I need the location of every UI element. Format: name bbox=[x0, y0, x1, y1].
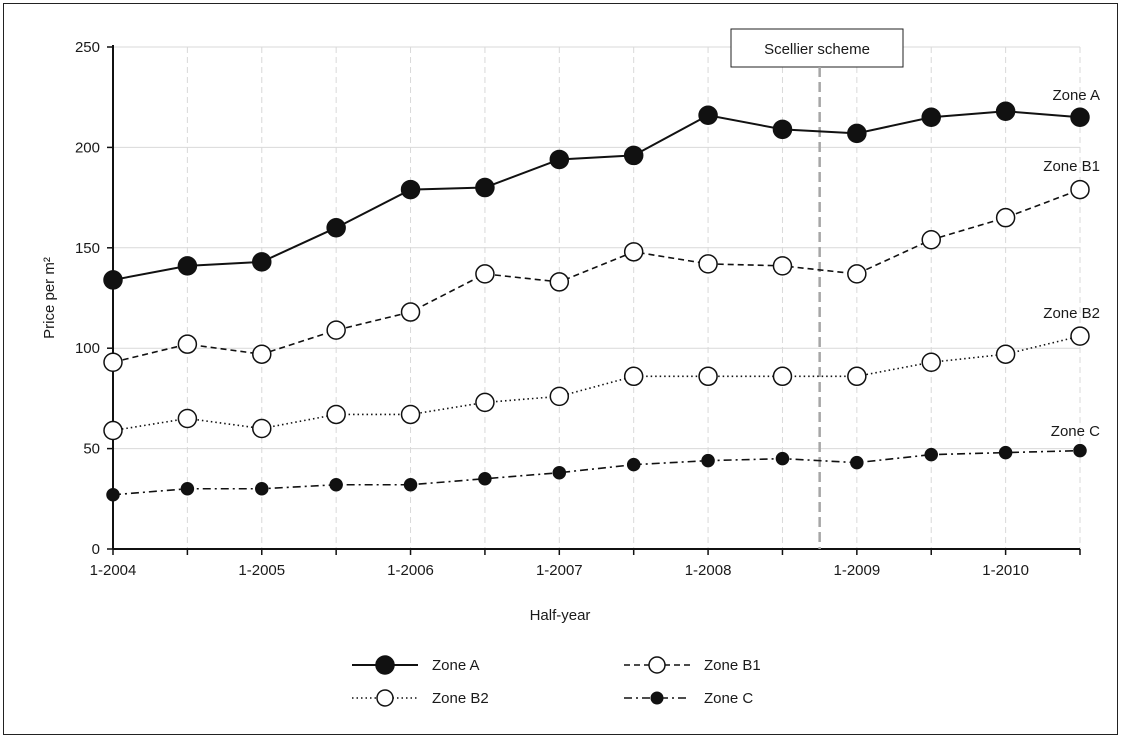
zone-b1-point bbox=[995, 207, 1016, 228]
zone-b2-point bbox=[847, 366, 867, 387]
zone-b1-end-label: Zone B1 bbox=[1043, 158, 1100, 175]
zone-a-series bbox=[103, 101, 1090, 290]
x-tick-label: 1-2005 bbox=[238, 562, 285, 579]
zone-b1-point bbox=[326, 320, 346, 340]
scellier-scheme-box bbox=[730, 28, 904, 68]
y-tick-label: 0 bbox=[92, 541, 100, 558]
zone-b1-point bbox=[475, 264, 495, 284]
zone-b2-point bbox=[698, 366, 718, 387]
zone-a-point bbox=[772, 119, 793, 140]
zone-c-point bbox=[329, 477, 343, 492]
zone-b2-point bbox=[995, 344, 1016, 364]
zone-a-point bbox=[326, 217, 346, 238]
x-tick-label: 1-2008 bbox=[685, 562, 732, 579]
zone-b1-point bbox=[252, 344, 272, 364]
zone-a-point bbox=[252, 252, 272, 272]
zone-b1-line bbox=[112, 188, 1081, 364]
y-tick-label: 50 bbox=[83, 441, 100, 458]
zone-b2-point bbox=[103, 420, 123, 441]
zone-b1-point bbox=[698, 254, 718, 274]
zone-b1-series bbox=[103, 179, 1090, 373]
zone-b2-point bbox=[623, 366, 644, 387]
zone-b1-point bbox=[400, 302, 421, 322]
zone-c-point bbox=[478, 471, 492, 486]
end-labels: Zone A Zone B1 Zone B2 Zone C bbox=[1043, 87, 1100, 440]
zone-b1-point bbox=[847, 264, 867, 284]
zone-b2-point bbox=[252, 418, 272, 439]
y-tick-label: 250 bbox=[75, 39, 100, 56]
legend-label-zone-c: Zone C bbox=[704, 690, 753, 707]
y-tick-label: 100 bbox=[75, 340, 100, 357]
zone-c-point bbox=[180, 482, 195, 496]
zone-b1-point bbox=[1070, 179, 1090, 200]
gridlines bbox=[113, 46, 1081, 549]
zone-c-point bbox=[701, 453, 715, 468]
x-tick-label: 1-2007 bbox=[536, 562, 583, 579]
zone-b2-point bbox=[1070, 326, 1090, 346]
zone-b2-point bbox=[772, 366, 793, 387]
zone-c-point bbox=[998, 445, 1013, 460]
x-tick-label: 1-2006 bbox=[387, 562, 434, 579]
zone-b2-series bbox=[103, 326, 1090, 441]
x-tick-label: 1-2010 bbox=[982, 562, 1029, 579]
zone-a-point bbox=[623, 145, 644, 166]
zone-a-point bbox=[103, 270, 123, 290]
zone-a-point bbox=[400, 179, 421, 200]
zone-c-point bbox=[775, 451, 790, 466]
y-axis-title: Price per m² bbox=[41, 257, 58, 339]
zone-b2-point bbox=[549, 386, 570, 407]
scellier-scheme-label: Scellier scheme bbox=[764, 41, 870, 58]
zone-b1-point bbox=[921, 230, 941, 250]
zone-c-point bbox=[255, 482, 269, 496]
axes: Half-year Price per m² 0 50 100 150 200 250 1-… bbox=[41, 39, 1081, 624]
zone-c-point bbox=[106, 488, 120, 502]
y-tick-label: 150 bbox=[75, 240, 100, 257]
legend-label-zone-a: Zone A bbox=[432, 657, 480, 674]
zone-a-point bbox=[847, 123, 867, 144]
legend-item-zone-b2: Zone B2 bbox=[352, 689, 489, 707]
zone-a-point bbox=[475, 177, 495, 198]
zone-c-point bbox=[626, 457, 641, 472]
zone-a-point bbox=[177, 256, 198, 276]
zone-a-point bbox=[921, 107, 941, 128]
series-layer bbox=[103, 101, 1090, 502]
zone-a-point bbox=[995, 101, 1016, 122]
zone-b2-point bbox=[921, 352, 941, 373]
x-tick-label: 1-2009 bbox=[833, 562, 880, 579]
zone-a-point bbox=[1070, 107, 1090, 128]
y-tick-label: 200 bbox=[75, 139, 100, 156]
zone-c-end-label: Zone C bbox=[1051, 423, 1100, 440]
zone-c-point bbox=[850, 455, 864, 470]
zone-c-point bbox=[1073, 443, 1087, 458]
zone-b1-point bbox=[772, 256, 793, 276]
zone-b1-point bbox=[549, 272, 570, 292]
zone-b2-point bbox=[177, 408, 198, 429]
zone-b2-point bbox=[400, 404, 421, 425]
legend-label-zone-b2: Zone B2 bbox=[432, 690, 489, 707]
zone-a-point bbox=[549, 149, 570, 170]
zone-b1-point bbox=[177, 334, 198, 354]
zone-c-point bbox=[552, 465, 567, 480]
legend-item-zone-b1: Zone B1 bbox=[624, 656, 761, 674]
annotation-layer: Scellier scheme bbox=[730, 28, 904, 549]
zone-c-series bbox=[106, 443, 1087, 502]
legend-item-zone-a: Zone A bbox=[352, 655, 480, 675]
zone-a-end-label: Zone A bbox=[1052, 87, 1100, 104]
x-tick-label: 1-2004 bbox=[90, 562, 137, 579]
zone-b1-point bbox=[103, 352, 123, 373]
zone-c-point bbox=[403, 477, 418, 492]
zone-b2-line bbox=[112, 335, 1081, 432]
zone-b2-point bbox=[326, 404, 346, 425]
zone-b2-end-label: Zone B2 bbox=[1043, 305, 1100, 322]
zone-b1-point bbox=[623, 242, 644, 262]
zone-c-point bbox=[924, 447, 938, 462]
legend-item-zone-c: Zone C bbox=[624, 690, 753, 707]
legend-label-zone-b1: Zone B1 bbox=[704, 657, 761, 674]
zone-b2-point bbox=[475, 392, 495, 413]
legend: Zone A Zone B1 Zone B2 Zone C bbox=[352, 655, 761, 707]
zone-a-point bbox=[698, 105, 718, 126]
x-axis-title: Half-year bbox=[530, 607, 591, 624]
zone-a-line bbox=[112, 110, 1081, 281]
